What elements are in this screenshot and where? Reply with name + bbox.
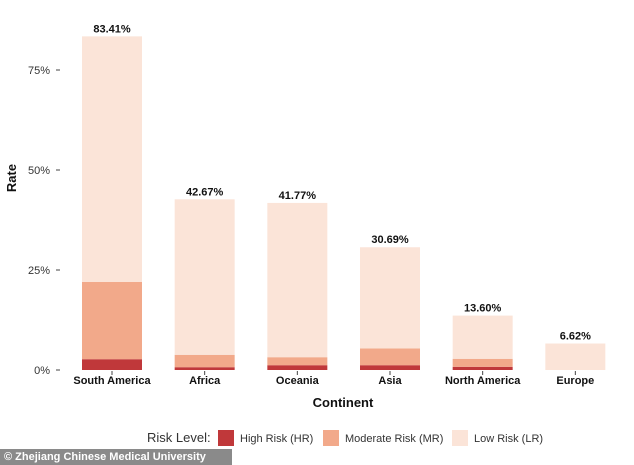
x-tick-label: South America <box>73 375 151 387</box>
bars: 83.41% 42.67% 41.77% 30.69% 13.60% 6.62% <box>82 23 606 370</box>
y-tick-label: 75% <box>28 65 50 77</box>
bar-segment <box>267 202 328 358</box>
bar-segment <box>82 282 142 360</box>
bar-segment <box>545 343 606 370</box>
legend-title: Risk Level: <box>147 430 211 445</box>
x-tick-label: Europe <box>556 375 594 387</box>
x-axis-title: Continent <box>313 395 374 410</box>
bar-total-label: 30.69% <box>371 234 409 246</box>
legend-entry-label: Moderate Risk (MR) <box>345 433 443 445</box>
bar-segment <box>452 358 513 367</box>
x-tick-label: North America <box>445 375 521 387</box>
bar-total-label: 6.62% <box>560 331 591 343</box>
bar-total-label: 42.67% <box>186 186 224 198</box>
bar-segment <box>82 359 142 370</box>
bar-total-label: 13.60% <box>464 303 502 315</box>
x-tick-label: Oceania <box>276 375 320 387</box>
bar-total-label: 41.77% <box>279 190 317 202</box>
bar-segment <box>360 247 420 349</box>
legend: Risk Level: High Risk (HR) Moderate Risk … <box>147 430 543 446</box>
y-axis: 0% 25% 50% 75% <box>28 65 60 377</box>
bar-segment <box>82 36 142 282</box>
bar-total-label: 83.41% <box>93 23 131 35</box>
legend-swatch <box>452 430 468 446</box>
bar-segment <box>174 354 235 368</box>
legend-swatch <box>218 430 234 446</box>
watermark: © Zhejiang Chinese Medical University <box>0 449 232 465</box>
bar-segment <box>360 365 420 370</box>
bar-segment <box>174 199 235 355</box>
bar-segment <box>267 357 328 366</box>
y-tick-label: 0% <box>34 365 50 377</box>
bar-segment <box>360 348 420 366</box>
x-tick-label: Africa <box>189 375 221 387</box>
bar-segment <box>174 367 235 370</box>
y-tick-label: 25% <box>28 265 50 277</box>
y-axis-title: Rate <box>4 164 19 192</box>
legend-entry-label: High Risk (HR) <box>240 433 313 445</box>
legend-swatch <box>323 430 339 446</box>
bar-segment <box>267 365 328 370</box>
bar-segment <box>452 315 513 359</box>
y-tick-label: 50% <box>28 165 50 177</box>
bar-segment <box>452 366 513 370</box>
legend-entry-label: Low Risk (LR) <box>474 433 543 445</box>
x-tick-label: Asia <box>378 375 402 387</box>
x-axis: South America Africa Oceania Asia North Amer… <box>73 371 594 387</box>
